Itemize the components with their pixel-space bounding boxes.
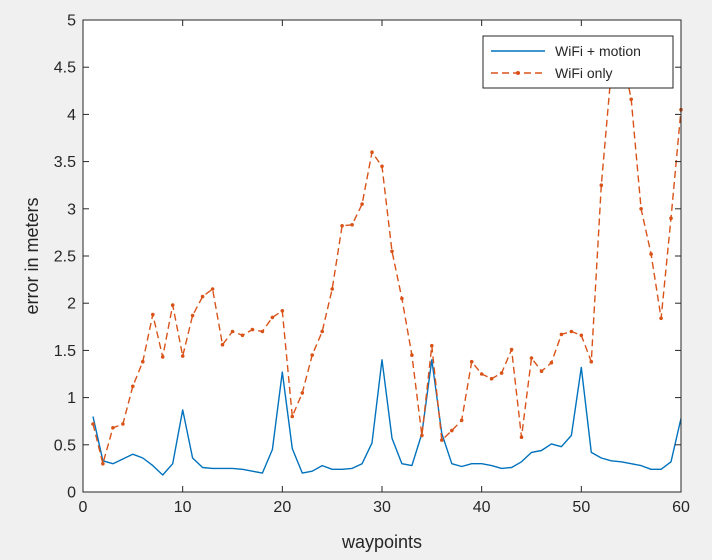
- y-axis-label: error in meters: [22, 197, 42, 314]
- data-point: [649, 252, 653, 256]
- data-point: [559, 332, 564, 337]
- legend: WiFi + motion WiFi only: [482, 35, 674, 89]
- legend-marker-wifi-only: [516, 71, 520, 75]
- data-point: [589, 359, 594, 364]
- data-point: [629, 97, 633, 102]
- data-point: [509, 347, 514, 352]
- data-point: [400, 296, 404, 301]
- data-point: [519, 435, 524, 440]
- y-tick-label: 1.5: [54, 343, 76, 360]
- x-tick-label: 0: [79, 499, 88, 516]
- y-tick-label: 1: [67, 390, 76, 407]
- data-point: [101, 461, 105, 466]
- series-line-1: [92, 47, 682, 465]
- data-point: [330, 287, 335, 291]
- series-line-0: [92, 359, 682, 476]
- x-tick-label: 10: [174, 499, 192, 516]
- data-point: [459, 418, 464, 423]
- data-point: [131, 384, 135, 389]
- legend-label-wifi-motion: WiFi + motion: [555, 43, 641, 59]
- data-point: [360, 202, 364, 206]
- data-point: [469, 359, 474, 364]
- data-point: [190, 313, 195, 318]
- data-point: [91, 422, 95, 426]
- data-point: [659, 316, 663, 321]
- data-point: [310, 353, 315, 357]
- data-point: [450, 428, 454, 433]
- data-point: [260, 329, 265, 334]
- data-point: [479, 372, 484, 376]
- y-tick-label: 3.5: [54, 154, 76, 171]
- y-tick-label: 0: [67, 485, 76, 502]
- data-point: [270, 315, 275, 320]
- x-tick-label: 40: [473, 499, 491, 516]
- data-point: [499, 371, 504, 375]
- data-point: [141, 359, 145, 364]
- x-tick-label: 30: [373, 499, 391, 516]
- data-point: [529, 356, 534, 360]
- data-point: [300, 391, 305, 395]
- data-point: [569, 329, 574, 334]
- data-point: [579, 333, 584, 338]
- data-point: [111, 426, 115, 430]
- x-tick-label: 60: [672, 499, 690, 516]
- data-point: [151, 312, 155, 317]
- data-point: [170, 303, 175, 307]
- data-point: [290, 414, 295, 419]
- data-point: [639, 207, 643, 211]
- y-tick-label: 2.5: [54, 249, 76, 266]
- data-point: [549, 360, 554, 365]
- data-point: [370, 150, 374, 154]
- legend-box: [482, 35, 674, 89]
- data-point: [350, 223, 354, 227]
- data-point: [230, 329, 235, 334]
- series-layer: [91, 46, 683, 476]
- ticks-layer: 0 10 20 30 40 50 60 0 0.5 1 1.5 2 2.5 3 3.5 4 4.5 5: [54, 13, 690, 517]
- data-point: [420, 433, 424, 438]
- y-tick-label: 5: [67, 13, 76, 30]
- x-tick-label: 20: [273, 499, 291, 516]
- x-axis-label: waypoints: [341, 532, 422, 552]
- data-point: [240, 333, 245, 338]
- data-point: [320, 329, 325, 334]
- data-point: [180, 354, 185, 358]
- data-point: [210, 287, 215, 291]
- y-tick-label: 4.5: [54, 60, 76, 77]
- data-point: [121, 422, 125, 426]
- data-point: [410, 353, 414, 357]
- data-point: [489, 376, 494, 381]
- data-point: [669, 216, 673, 220]
- data-point: [250, 327, 255, 332]
- data-point: [430, 343, 434, 348]
- data-point: [380, 164, 384, 169]
- data-point: [220, 342, 225, 347]
- data-point: [599, 183, 604, 187]
- y-tick-label: 0.5: [54, 437, 76, 454]
- data-point: [280, 309, 285, 313]
- plot-area: [83, 20, 681, 492]
- x-tick-label: 50: [572, 499, 590, 516]
- legend-label-wifi-only: WiFi only: [555, 65, 613, 81]
- data-point: [390, 249, 394, 254]
- data-point: [200, 294, 205, 299]
- y-tick-label: 2: [67, 296, 76, 313]
- y-tick-label: 3: [67, 201, 76, 218]
- data-point: [440, 438, 444, 442]
- y-tick-label: 4: [67, 107, 76, 124]
- data-point: [539, 369, 544, 374]
- data-point: [340, 224, 344, 228]
- data-point: [160, 355, 165, 359]
